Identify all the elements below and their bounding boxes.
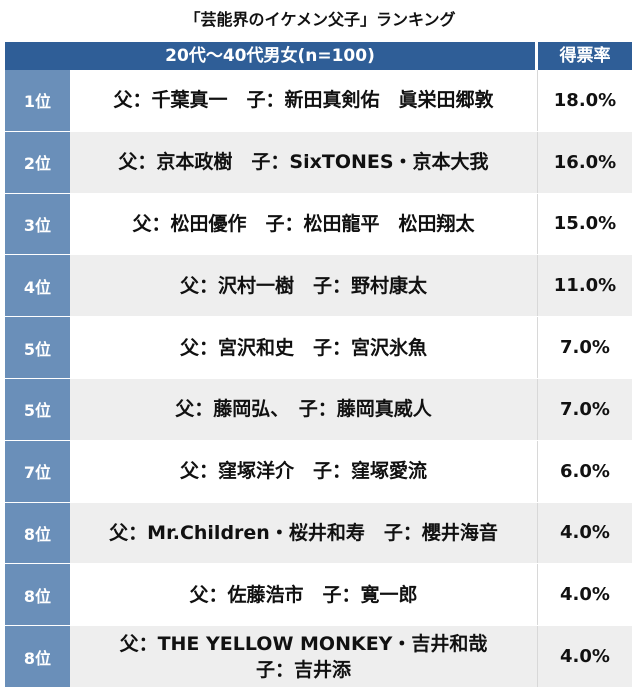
page-title: 「芸能界のイケメン父子」ランキング	[184, 10, 456, 29]
name-cell: 父：窪塚洋介 子：窪塚愛流	[70, 440, 538, 502]
name-cell: 父：沢村一樹 子：野村康太	[70, 255, 538, 317]
rank-cell: 1位	[5, 70, 70, 131]
rank-cell: 5位	[5, 317, 70, 378]
rate-cell: 18.0%	[538, 70, 632, 131]
rate-cell: 6.0%	[538, 440, 632, 502]
table-row: 1位 父：千葉真一 子：新田真剣佑 眞栄田郷敦 18.0%	[5, 70, 632, 132]
rank-cell: 4位	[5, 255, 70, 317]
table-row: 5位 父：宮沢和史 子：宮沢氷魚 7.0%	[5, 317, 632, 379]
name-line: 父：Mr.Children・桜井和寿 子：櫻井海音	[109, 521, 498, 544]
table-row: 8位 父：Mr.Children・桜井和寿 子：櫻井海音 4.0%	[5, 502, 632, 565]
rank-cell: 2位	[5, 131, 70, 193]
table-header: 20代〜40代男女(n=100) 得票率	[5, 42, 632, 70]
rate-cell: 15.0%	[538, 193, 632, 255]
name-line: 父：千葉真一 子：新田真剣佑 眞栄田郷敦	[113, 89, 494, 112]
table-row: 7位 父：窪塚洋介 子：窪塚愛流 6.0%	[5, 440, 632, 503]
name-line: 父：佐藤浩市 子：寛一郎	[189, 583, 418, 606]
rank-cell: 3位	[5, 193, 70, 255]
rank-cell: 8位	[5, 626, 70, 687]
rate-cell: 11.0%	[538, 255, 632, 317]
table-row: 2位 父：京本政樹 子：SixTONES・京本大我 16.0%	[5, 131, 632, 194]
name-cell: 父：藤岡弘、 子：藤岡真威人	[70, 378, 538, 440]
name-line: 父：宮沢和史 子：宮沢氷魚	[179, 336, 427, 359]
name-line: 父：沢村一樹 子：野村康太	[179, 274, 427, 297]
header-rate: 得票率	[559, 46, 611, 66]
rate-cell: 7.0%	[538, 317, 632, 378]
header-sample: 20代〜40代男女(n=100)	[5, 42, 538, 70]
table-row: 4位 父：沢村一樹 子：野村康太 11.0%	[5, 255, 632, 318]
rank-cell: 8位	[5, 502, 70, 564]
rate-cell: 16.0%	[538, 131, 632, 193]
rank-cell: 7位	[5, 440, 70, 502]
rate-cell: 4.0%	[538, 502, 632, 564]
name-line: 父：松田優作 子：松田龍平 松田翔太	[132, 212, 475, 235]
name-cell: 父：宮沢和史 子：宮沢氷魚	[70, 317, 538, 378]
name-line: 父：京本政樹 子：SixTONES・京本大我	[118, 151, 489, 174]
table-row: 8位 父：佐藤浩市 子：寛一郎 4.0%	[5, 564, 632, 627]
name-line: 父：THE YELLOW MONKEY・吉井和哉	[119, 632, 488, 655]
table-row: 3位 父：松田優作 子：松田龍平 松田翔太 15.0%	[5, 193, 632, 256]
name-cell: 父：佐藤浩市 子：寛一郎	[70, 564, 538, 626]
rank-cell: 8位	[5, 564, 70, 626]
name-line-2: 子：吉井添	[255, 658, 351, 681]
rate-cell: 4.0%	[538, 564, 632, 626]
name-line: 父：藤岡弘、 子：藤岡真威人	[175, 398, 432, 421]
rank-cell: 5位	[5, 378, 70, 440]
ranking-table: 20代〜40代男女(n=100) 得票率 1位 父：千葉真一 子：新田真剣佑 眞…	[5, 42, 632, 688]
name-cell: 父：京本政樹 子：SixTONES・京本大我	[70, 131, 538, 193]
rate-cell: 4.0%	[538, 626, 632, 687]
name-cell: 父：THE YELLOW MONKEY・吉井和哉 子：吉井添	[70, 626, 538, 687]
table-row: 8位 父：THE YELLOW MONKEY・吉井和哉 子：吉井添 4.0%	[5, 626, 632, 688]
name-cell: 父：千葉真一 子：新田真剣佑 眞栄田郷敦	[70, 70, 538, 131]
rate-cell: 7.0%	[538, 378, 632, 440]
name-cell: 父：松田優作 子：松田龍平 松田翔太	[70, 193, 538, 255]
name-line: 父：窪塚洋介 子：窪塚愛流	[179, 460, 427, 483]
table-row: 5位 父：藤岡弘、 子：藤岡真威人 7.0%	[5, 378, 632, 441]
name-cell: 父：Mr.Children・桜井和寿 子：櫻井海音	[70, 502, 538, 564]
